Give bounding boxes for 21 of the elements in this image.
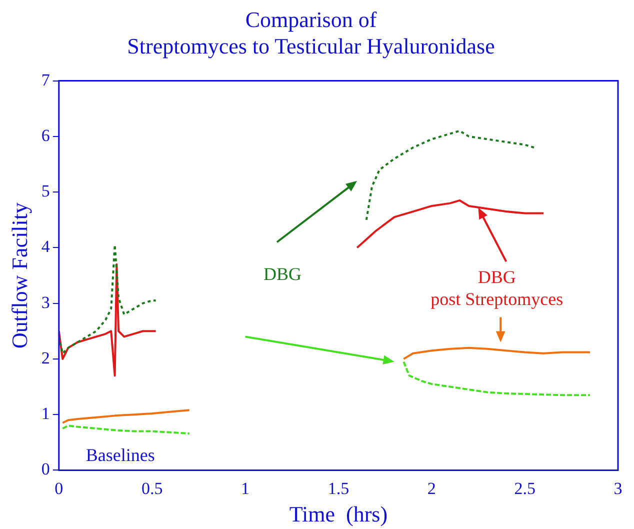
annotation: DBG post Streptomyces	[430, 267, 564, 310]
x-tick-label: 1	[241, 478, 250, 498]
x-axis-title: Time (hrs)	[289, 502, 388, 527]
x-tick-label: 3	[614, 478, 622, 498]
y-tick-label: 2	[41, 348, 50, 368]
annotation: Baselines	[86, 445, 155, 466]
x-tick-label: 2	[427, 478, 436, 498]
x-tick-label: 1.5	[328, 478, 350, 498]
y-tick-label: 7	[41, 70, 50, 90]
y-tick-label: 6	[41, 126, 50, 145]
annotation: DBG	[264, 264, 302, 284]
y-tick-label: 5	[41, 182, 50, 201]
chart-title: Comparison of Streptomyces to Testicular Hyaluronidase	[127, 6, 495, 58]
x-tick-label: 2.5	[514, 478, 536, 498]
y-tick-label: 4	[41, 237, 50, 256]
x-tick-label: 0	[54, 478, 64, 498]
y-tick-label: 3	[41, 292, 50, 312]
y-tick-label: 1	[41, 404, 50, 424]
y-tick-label: 0	[41, 460, 50, 479]
x-tick-label: 0.5	[141, 478, 163, 498]
y-axis-title: Outflow Facility	[6, 202, 32, 349]
